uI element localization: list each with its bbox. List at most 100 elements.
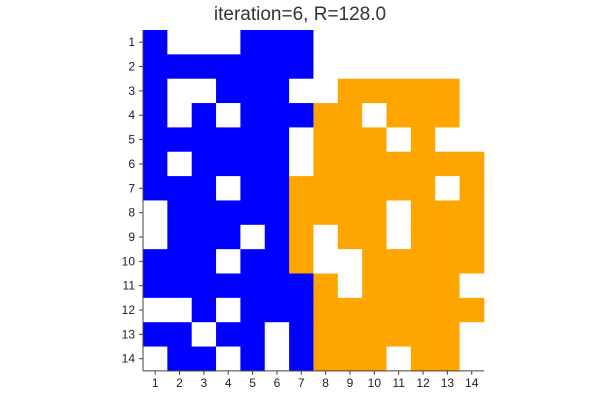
heatmap-cell-blue (191, 176, 217, 201)
heatmap-cell-blue (191, 249, 217, 274)
heatmap-cell-orange (410, 78, 436, 104)
heatmap-cell-empty (289, 151, 314, 177)
heatmap-cell-empty (264, 322, 290, 347)
x-tick-label: 3 (201, 376, 208, 390)
heatmap-cell-empty (459, 322, 485, 347)
heatmap-cell-orange (313, 273, 339, 299)
heatmap-cell-blue (143, 176, 168, 201)
heatmap-cell-empty (191, 78, 217, 104)
heatmap-cell-empty (337, 30, 363, 55)
heatmap-cell-empty (386, 54, 412, 80)
heatmap-cell-blue (167, 249, 193, 274)
x-tick-label: 4 (225, 376, 232, 390)
heatmap-cell-orange (459, 224, 485, 250)
y-tick-label: 12 (122, 303, 136, 317)
heatmap-cell-blue (264, 103, 290, 128)
heatmap-cell-blue (143, 78, 168, 104)
heatmap-cell-empty (435, 30, 460, 55)
heatmap-cell-empty (143, 224, 168, 250)
heatmap-cell-empty (191, 322, 217, 347)
heatmap-cell-orange (313, 103, 339, 128)
heatmap-cell-empty (459, 127, 485, 153)
heatmap-cell-orange (337, 322, 363, 347)
heatmap-cell-blue (216, 224, 241, 250)
heatmap-cell-blue (216, 200, 241, 226)
heatmap-cell-empty (167, 297, 193, 323)
y-tick-label: 7 (128, 181, 135, 195)
heatmap-cell-empty (216, 249, 241, 274)
heatmap-cell-blue (240, 151, 266, 177)
heatmap-cell-orange (410, 249, 436, 274)
heatmap-cell-empty (386, 127, 412, 153)
heatmap-cell-orange (362, 273, 387, 299)
heatmap-cell-empty (167, 151, 193, 177)
heatmap-cell-blue (240, 346, 266, 372)
heatmap-cell-blue (240, 176, 266, 201)
heatmap-cell-blue (289, 322, 314, 347)
heatmap-cell-orange (435, 249, 460, 274)
heatmap-cell-orange (313, 346, 339, 372)
y-tick-label: 3 (128, 84, 135, 98)
heatmap-cell-empty (167, 103, 193, 128)
heatmap-cell-blue (240, 249, 266, 274)
heatmap-cell-blue (191, 346, 217, 372)
heatmap-cell-orange (337, 346, 363, 372)
x-axis-ticks: 1 2 3 4 5 6 7 8 9 10 11 12 13 14 (152, 370, 479, 390)
heatmap-cell-empty (459, 54, 485, 80)
heatmap-cell-blue (167, 273, 193, 299)
heatmap-cell-orange (386, 151, 412, 177)
heatmap-cell-orange (386, 297, 412, 323)
heatmap-cell-orange (362, 127, 387, 153)
x-tick-label: 2 (176, 376, 183, 390)
heatmap-cell-blue (143, 151, 168, 177)
heatmap-cell-blue (240, 322, 266, 347)
x-tick-label: 14 (465, 376, 479, 390)
heatmap-cell-empty (264, 346, 290, 372)
heatmap-cell-empty (362, 30, 387, 55)
heatmap-cell-empty (313, 54, 339, 80)
heatmap-cell-empty (362, 103, 387, 128)
heatmap-cell-empty (216, 346, 241, 372)
heatmap-cell-orange (289, 249, 314, 274)
heatmap-cell-empty (191, 30, 217, 55)
heatmap-cell-orange (313, 322, 339, 347)
heatmap-cell-blue (289, 346, 314, 372)
heatmap-cell-empty (216, 103, 241, 128)
heatmap-cell-blue (264, 151, 290, 177)
heatmap-cell-empty (435, 54, 460, 80)
heatmap-cell-orange (459, 200, 485, 226)
heatmap-cell-orange (410, 127, 436, 153)
x-tick-label: 11 (392, 376, 405, 390)
heatmap-cell-blue (216, 273, 241, 299)
heatmap-cell-orange (313, 200, 339, 226)
heatmap-cell-orange (435, 78, 460, 104)
heatmap-cell-blue (264, 273, 290, 299)
heatmap-cell-empty (386, 200, 412, 226)
heatmap-cell-blue (143, 322, 168, 347)
heatmap-cell-orange (435, 346, 460, 372)
heatmap-cell-orange (289, 176, 314, 201)
y-tick-label: 10 (122, 254, 136, 268)
heatmap-cell-empty (289, 127, 314, 153)
y-tick-label: 4 (128, 108, 135, 122)
heatmap-cell-blue (191, 151, 217, 177)
heatmap-cell-orange (313, 297, 339, 323)
heatmap-cell-orange (337, 224, 363, 250)
heatmap-cell-orange (386, 78, 412, 104)
heatmap-cell-orange (410, 176, 436, 201)
heatmap-cell-blue (264, 249, 290, 274)
heatmap-cell-empty (289, 78, 314, 104)
heatmap-cell-orange (337, 78, 363, 104)
y-tick-label: 9 (128, 230, 135, 244)
heatmap-cell-blue (167, 224, 193, 250)
heatmap-cell-empty (143, 297, 168, 323)
heatmap-cell-empty (337, 54, 363, 80)
heatmap-cell-blue (264, 224, 290, 250)
heatmap-cell-blue (240, 78, 266, 104)
heatmap-cell-orange (459, 176, 485, 201)
heatmap-cell-orange (313, 176, 339, 201)
heatmap-cell-blue (191, 273, 217, 299)
heatmap-cell-orange (410, 273, 436, 299)
heatmap-cell-orange (386, 176, 412, 201)
